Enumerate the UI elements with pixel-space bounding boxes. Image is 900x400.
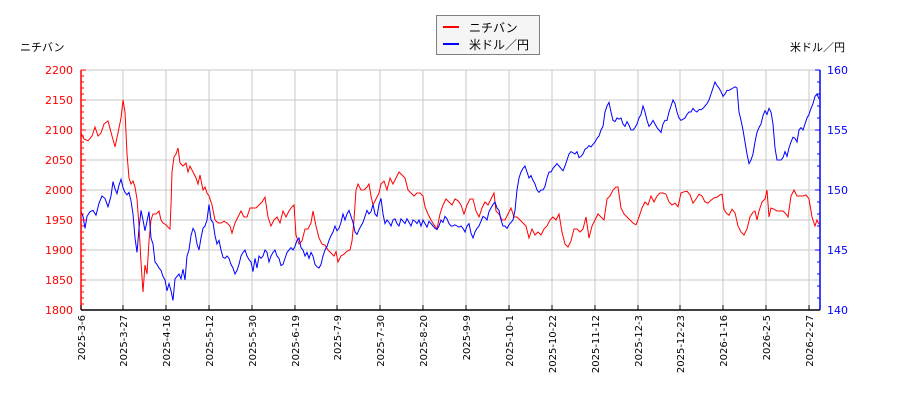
left-tick-label: 2100 [45, 124, 73, 137]
right-tick-label: 160 [827, 64, 848, 77]
left-tick-label: 1800 [45, 304, 73, 317]
legend-label: ニチバン [469, 20, 518, 35]
x-tick-label: 2025-10-22 [548, 315, 559, 373]
axes: 2200 2150 2100 2050 2000 1950 1900 1850 1800 160 1… [45, 64, 848, 373]
x-tick-label: 2025-9-9 [462, 315, 473, 360]
left-tick-label: 2050 [45, 154, 73, 167]
legend-item-usdjpy[interactable]: 米ドル／円 [443, 36, 529, 52]
x-tick-label: 2025-12-3 [634, 315, 645, 367]
x-tick-label: 2025-5-12 [205, 315, 216, 367]
left-tick-label: 2000 [45, 184, 73, 197]
x-tick-label: 2025-10-1 [505, 315, 516, 367]
right-tick-label: 155 [827, 124, 848, 137]
right-tick-label: 150 [827, 184, 848, 197]
legend: ニチバン 米ドル／円 [436, 15, 540, 55]
x-tick-label: 2026-1-16 [719, 315, 730, 367]
left-tick-label: 1950 [45, 214, 73, 227]
right-axis-title: 米ドル／円 [790, 41, 845, 54]
x-tick-label: 2025-12-23 [676, 315, 687, 373]
left-tick-label: 1850 [45, 274, 73, 287]
left-tick-label: 1900 [45, 244, 73, 257]
legend-swatch-blue [443, 43, 459, 45]
series-usdjpy-line [80, 80, 820, 301]
x-tick-label: 2026-2-5 [762, 315, 773, 360]
x-tick-label: 2025-3-27 [119, 315, 130, 367]
right-tick-label: 145 [827, 244, 848, 257]
left-tick-label: 2150 [45, 94, 73, 107]
x-tick-label: 2025-5-30 [248, 315, 259, 367]
x-tick-label: 2025-3-6 [77, 315, 88, 360]
legend-item-nichiban[interactable]: ニチバン [443, 19, 518, 35]
right-tick-label: 140 [827, 304, 848, 317]
x-tick-label: 2025-6-19 [291, 315, 302, 367]
series-nichiban-line [80, 99, 820, 293]
x-tick-label: 2025-7-9 [333, 315, 344, 360]
legend-label: 米ドル／円 [469, 37, 530, 52]
x-tick-label: 2025-7-30 [376, 315, 387, 367]
legend-swatch-red [443, 26, 459, 28]
series-lines [80, 80, 820, 301]
left-axis-title: ニチバン [20, 41, 65, 54]
x-tick-label: 2025-8-20 [419, 315, 430, 367]
x-tick-label: 2025-4-16 [162, 315, 173, 367]
left-tick-label: 2200 [45, 64, 73, 77]
x-tick-label: 2025-11-12 [591, 315, 602, 373]
grid [81, 69, 820, 311]
x-tick-label: 2026-2-27 [805, 315, 816, 367]
